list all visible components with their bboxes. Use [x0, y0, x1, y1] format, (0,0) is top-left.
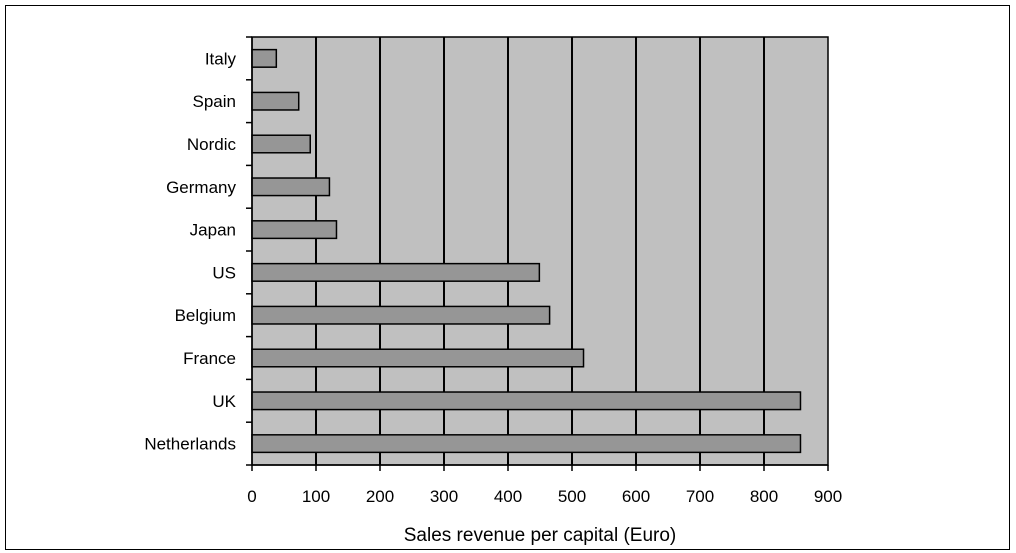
x-tick-label: 100 — [302, 487, 330, 506]
bar-netherlands — [251, 434, 802, 454]
y-tick-label: UK — [212, 392, 236, 411]
y-tick-label: Nordic — [187, 135, 237, 154]
x-tick-label: 200 — [366, 487, 394, 506]
y-tick-label: Germany — [166, 178, 236, 197]
bar-france — [251, 348, 585, 368]
x-tick-label: 400 — [494, 487, 522, 506]
y-tick-label: Spain — [193, 92, 236, 111]
bar-spain — [251, 91, 300, 111]
y-tick-label: US — [212, 263, 236, 282]
bar-us — [251, 262, 541, 282]
bar-nordic — [251, 134, 311, 154]
x-tick-label: 800 — [750, 487, 778, 506]
x-tick-label: 900 — [814, 487, 842, 506]
x-tick-label: 0 — [247, 487, 256, 506]
y-tick-label: Japan — [190, 221, 236, 240]
x-tick-label: 300 — [430, 487, 458, 506]
y-tick-label: France — [183, 349, 236, 368]
bar-japan — [251, 220, 338, 240]
y-tick-label: Belgium — [175, 306, 236, 325]
bar-italy — [251, 48, 278, 68]
tick-labels: Netherlands UK France Belgium US Japan Germany… — [144, 49, 842, 506]
axes — [246, 36, 829, 471]
bar-belgium — [251, 305, 551, 325]
x-tick-label: 700 — [686, 487, 714, 506]
x-axis-title: Sales revenue per capital (Euro) — [404, 525, 676, 546]
y-tick-label: Netherlands — [144, 435, 236, 454]
x-tick-label: 600 — [622, 487, 650, 506]
bar-germany — [251, 177, 331, 197]
bars — [251, 48, 802, 454]
x-tick-label: 500 — [558, 487, 586, 506]
bar-uk — [251, 391, 802, 411]
y-tick-label: Italy — [205, 49, 237, 68]
